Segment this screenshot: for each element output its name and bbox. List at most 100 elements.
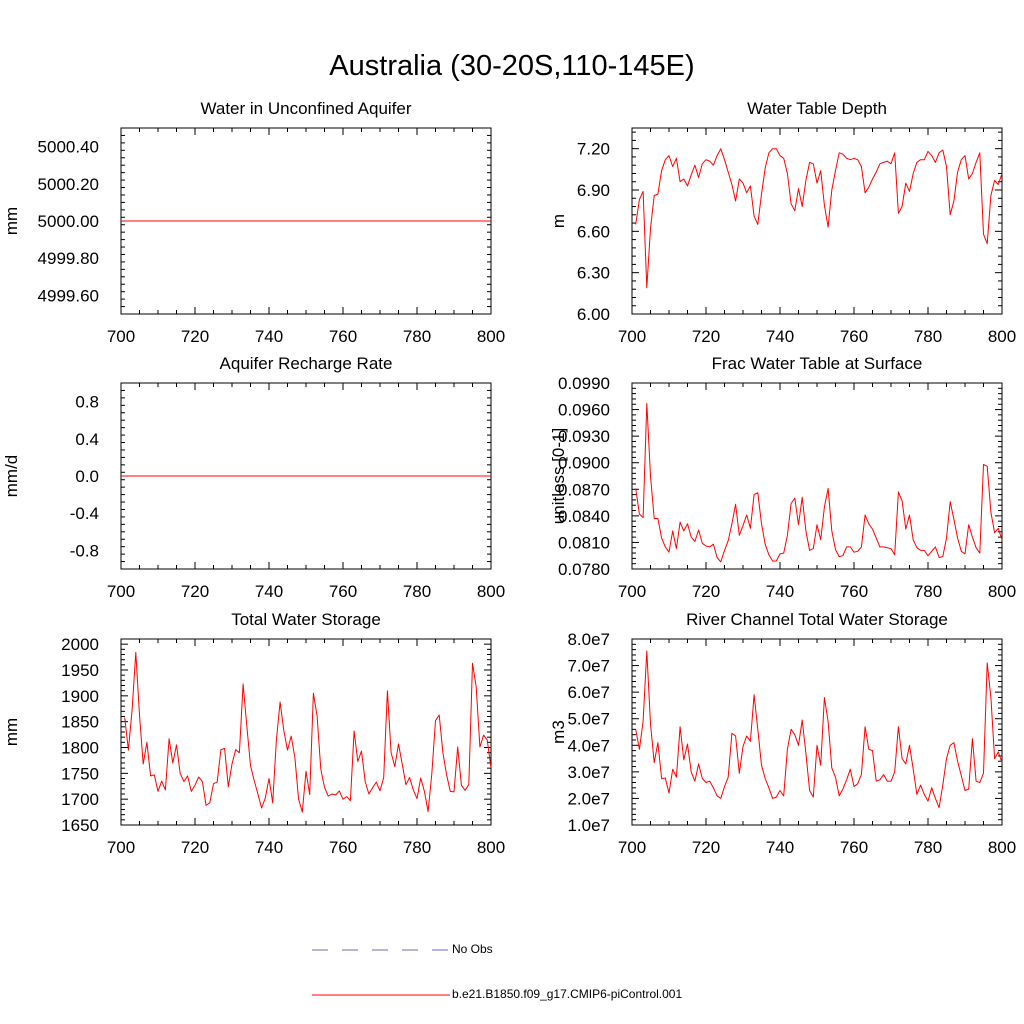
y-tick-label: 1900 bbox=[61, 687, 99, 706]
plot-frame bbox=[631, 638, 1003, 826]
series-line-1 bbox=[635, 650, 1003, 809]
y-axis-label: mm bbox=[2, 718, 21, 746]
x-tick-label: 700 bbox=[107, 327, 135, 346]
y-tick-label: 6.30 bbox=[577, 264, 610, 283]
x-tick-label: 720 bbox=[181, 327, 209, 346]
chart-panel-5: Total Water Storage mm 700 720 740 760 780 800 1… bbox=[2, 610, 505, 857]
x-tick-label: 720 bbox=[692, 838, 720, 857]
x-tick-label: 740 bbox=[255, 838, 283, 857]
y-tick-label: 0.0900 bbox=[558, 454, 610, 473]
y-tick-label: 1950 bbox=[61, 661, 99, 680]
legend-label-no-obs: No Obs bbox=[452, 942, 493, 956]
y-tick-label: 0.0 bbox=[75, 467, 99, 486]
x-tick-label: 740 bbox=[766, 327, 794, 346]
plot-frame bbox=[631, 127, 1003, 315]
x-tick-label: 780 bbox=[914, 838, 942, 857]
x-tick-label: 720 bbox=[181, 838, 209, 857]
y-axis-label: m3 bbox=[549, 720, 568, 744]
series-line-1 bbox=[124, 651, 492, 813]
panel-title: Frac Water Table at Surface bbox=[712, 354, 923, 373]
panel-title: Aquifer Recharge Rate bbox=[220, 354, 393, 373]
x-tick-label: 760 bbox=[329, 327, 357, 346]
chart-panel-2: Water Table Depth m 700 720 740 760 780 800 6.00… bbox=[549, 99, 1016, 346]
x-tick-label: 780 bbox=[403, 327, 431, 346]
x-tick-label: 700 bbox=[618, 327, 646, 346]
panel-title: Total Water Storage bbox=[231, 610, 381, 629]
x-tick-label: 740 bbox=[255, 582, 283, 601]
x-tick-label: 800 bbox=[988, 582, 1016, 601]
y-tick-label: 0.0990 bbox=[558, 374, 610, 393]
y-tick-label: 0.0930 bbox=[558, 427, 610, 446]
legend-label-model: b.e21.B1850.f09_g17.CMIP6-piControl.001 bbox=[452, 987, 683, 1001]
y-tick-label: 4999.60 bbox=[38, 286, 99, 305]
y-tick-label: 4999.80 bbox=[38, 249, 99, 268]
y-tick-label: 2.0e7 bbox=[567, 789, 610, 808]
y-tick-label: 5000.20 bbox=[38, 175, 99, 194]
y-tick-label: 3.0e7 bbox=[567, 763, 610, 782]
y-axis-label: unitless [0-1] bbox=[549, 428, 568, 524]
x-tick-label: 720 bbox=[692, 327, 720, 346]
y-tick-label: 1800 bbox=[61, 739, 99, 758]
x-tick-label: 700 bbox=[107, 582, 135, 601]
x-tick-label: 740 bbox=[766, 582, 794, 601]
y-tick-label: 1.0e7 bbox=[567, 816, 610, 835]
chart-panel-4: Frac Water Table at Surface unitless [0-1… bbox=[549, 354, 1016, 601]
y-tick-label: 7.20 bbox=[577, 140, 610, 159]
y-tick-label: 5000.40 bbox=[38, 138, 99, 157]
y-tick-label: 1650 bbox=[61, 816, 99, 835]
x-tick-label: 740 bbox=[766, 838, 794, 857]
x-tick-label: 700 bbox=[618, 838, 646, 857]
x-tick-label: 800 bbox=[988, 327, 1016, 346]
y-tick-label: 6.0e7 bbox=[567, 683, 610, 702]
x-tick-label: 720 bbox=[181, 582, 209, 601]
panel-title: Water Table Depth bbox=[747, 99, 887, 118]
x-tick-label: 800 bbox=[477, 838, 505, 857]
y-tick-label: 8.0e7 bbox=[567, 630, 610, 649]
y-tick-label: -0.4 bbox=[70, 504, 99, 523]
y-tick-label: 0.0840 bbox=[558, 507, 610, 526]
y-tick-label: 5.0e7 bbox=[567, 710, 610, 729]
chart-panel-1: Water in Unconfined Aquifer mm 700 720 740 76… bbox=[2, 99, 505, 346]
x-tick-label: 700 bbox=[107, 838, 135, 857]
x-tick-label: 780 bbox=[914, 582, 942, 601]
plot-frame bbox=[631, 382, 1003, 570]
y-tick-label: 0.0780 bbox=[558, 560, 610, 579]
y-tick-label: 5000.00 bbox=[38, 212, 99, 231]
y-axis-label: m bbox=[549, 214, 568, 228]
panel-title: Water in Unconfined Aquifer bbox=[200, 99, 411, 118]
y-tick-label: 1850 bbox=[61, 713, 99, 732]
x-tick-label: 760 bbox=[840, 327, 868, 346]
x-tick-label: 720 bbox=[692, 582, 720, 601]
y-tick-label: 0.4 bbox=[75, 430, 99, 449]
y-tick-label: 1700 bbox=[61, 790, 99, 809]
page-title: Australia (30-20S,110-145E) bbox=[329, 50, 695, 82]
y-tick-label: 7.0e7 bbox=[567, 657, 610, 676]
x-tick-label: 780 bbox=[403, 582, 431, 601]
y-tick-label: 0.0870 bbox=[558, 480, 610, 499]
x-tick-label: 800 bbox=[988, 838, 1016, 857]
y-tick-label: 0.8 bbox=[75, 393, 99, 412]
y-tick-label: 0.0960 bbox=[558, 401, 610, 420]
chart-panel-6: River Channel Total Water Storage m3 700 72… bbox=[549, 610, 1016, 857]
x-tick-label: 760 bbox=[329, 582, 357, 601]
x-tick-label: 780 bbox=[403, 838, 431, 857]
x-tick-label: 800 bbox=[477, 327, 505, 346]
y-tick-label: 0.0810 bbox=[558, 533, 610, 552]
y-tick-label: -0.8 bbox=[70, 541, 99, 560]
x-tick-label: 760 bbox=[840, 838, 868, 857]
chart-panel-3: Aquifer Recharge Rate mm/d 700 720 740 760 780… bbox=[2, 354, 505, 601]
x-tick-label: 740 bbox=[255, 327, 283, 346]
x-tick-label: 760 bbox=[840, 582, 868, 601]
y-tick-label: 2000 bbox=[61, 635, 99, 654]
y-axis-label: mm/d bbox=[2, 455, 21, 498]
x-tick-label: 700 bbox=[618, 582, 646, 601]
x-tick-label: 800 bbox=[477, 582, 505, 601]
y-tick-label: 1750 bbox=[61, 764, 99, 783]
y-tick-label: 6.90 bbox=[577, 181, 610, 200]
panel-title: River Channel Total Water Storage bbox=[686, 610, 948, 629]
y-tick-label: 6.00 bbox=[577, 305, 610, 324]
plot-frame bbox=[120, 638, 492, 826]
series-line-1 bbox=[635, 148, 1003, 289]
series-line-1 bbox=[635, 402, 1003, 563]
